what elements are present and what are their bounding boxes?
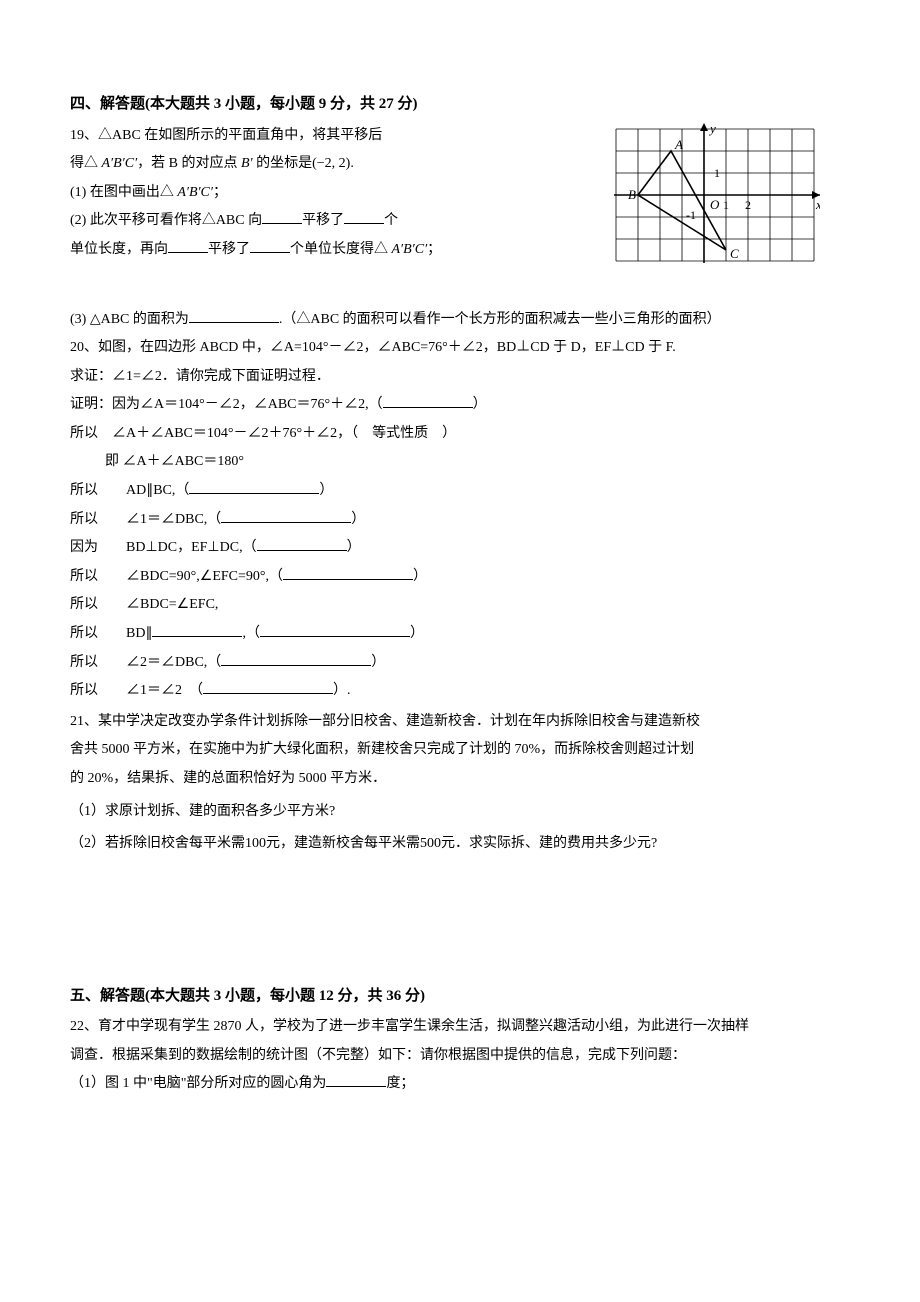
q19-part2-l2-post: ； (427, 242, 441, 257)
grid-svg: A B C Ox y 1 2 1 -1 (610, 123, 820, 273)
q21-p1: （1）求原计划拆、建的面积各多少平方米? (70, 799, 850, 826)
problem-20: 20、如图，在四边形 ABCD 中，∠A=104°－∠2，∠ABC=76°＋∠2… (70, 335, 850, 705)
q20-l13-pre: 所以 ∠1＝∠2 （ (70, 683, 203, 698)
q19-part2-post: 个 (384, 213, 398, 228)
q19-intro-l2-post: 的坐标是(−2, 2). (253, 156, 354, 171)
problem-22: 22、育才中学现有学生 2870 人，学校为了进一步丰富学生课余生活，拟调整兴趣… (70, 1014, 850, 1098)
blank-20-8 (203, 679, 333, 694)
q19-number: 19、 (70, 128, 98, 143)
q20-l10: 所以 ∠BDC=∠EFC, (70, 592, 850, 619)
q22-p1-post: 度； (386, 1076, 414, 1091)
q20-l9-post: ） (413, 569, 427, 584)
q20-l4: 所以 ∠A＋∠ABC＝104°－∠2＋76°＋∠2，（ 等式性质 ） (70, 421, 850, 448)
problem-19-text: 19、△ABC 在如图所示的平面直角中，将其平移后 得△ A′B′C′，若 B … (70, 123, 500, 264)
q19-part1-pre: (1) 在图中画出△ (70, 185, 177, 200)
q19-intro-l1: △ABC 在如图所示的平面直角中，将其平移后 (98, 128, 382, 143)
q20-l5: 即 ∠A＋∠ABC＝180° (70, 449, 850, 476)
blank-20-7 (221, 650, 371, 665)
q19-prime-3: A′B′C′ (392, 242, 428, 257)
q19-prime-1: A′B′C′ (102, 156, 138, 171)
q19-part2-pre: (2) 此次平移可看作将△ABC 向 (70, 213, 262, 228)
q19-prime-2: A′B′C′ (177, 185, 213, 200)
blank-20-6b (260, 622, 410, 637)
problem-21: 21、某中学决定改变办学条件计划拆除一部分旧校舍、建造新校舍．计划在年内拆除旧校… (70, 709, 850, 858)
blank-20-5 (283, 564, 413, 579)
blank-direction-1 (262, 209, 302, 224)
q20-l3: 证明：因为∠A＝104°－∠2，∠ABC＝76°＋∠2,（ (70, 397, 383, 412)
q19-part2-mid: 平移了 (302, 213, 344, 228)
q20-l12-pre: 所以 ∠2＝∠DBC,（ (70, 655, 221, 670)
q19-part3-pre: (3) △ABC 的面积为 (70, 312, 189, 327)
blank-22-1 (326, 1072, 386, 1087)
svg-text:2: 2 (745, 198, 751, 212)
q19-part1-post: ； (213, 185, 227, 200)
blank-units-1 (344, 209, 384, 224)
q20-l7-post: ） (351, 512, 365, 527)
q19-part2-l2-mid2: 个单位长度得△ (290, 242, 392, 257)
svg-text:C: C (730, 246, 739, 261)
q20-l11-mid: ,（ (242, 626, 260, 641)
svg-text:O: O (710, 197, 720, 212)
q19-part3-post: .（△ABC 的面积可以看作一个长方形的面积减去一些小三角形的面积） (279, 312, 721, 327)
blank-20-4 (257, 536, 347, 551)
blank-direction-2 (168, 237, 208, 252)
q20-l8-pre: 因为 BD⊥DC，EF⊥DC,（ (70, 540, 257, 555)
svg-text:1: 1 (714, 166, 720, 180)
svg-text:y: y (708, 123, 716, 136)
q21-l1: 21、某中学决定改变办学条件计划拆除一部分旧校舍、建造新校舍．计划在年内拆除旧校… (70, 709, 850, 736)
section-4-header: 四、解答题(本大题共 3 小题，每小题 9 分，共 27 分) (70, 90, 850, 119)
q20-l8-post: ） (347, 540, 361, 555)
q20-l11-pre: 所以 BD∥ (70, 626, 152, 641)
q20-l6-pre: 所以 AD∥BC,（ (70, 483, 189, 498)
q20-l6-post: ） (319, 483, 333, 498)
blank-20-2 (189, 479, 319, 494)
svg-text:1: 1 (723, 198, 729, 212)
q20-l2: 求证：∠1=∠2．请你完成下面证明过程． (70, 364, 850, 391)
blank-units-2 (250, 237, 290, 252)
blank-20-3 (221, 507, 351, 522)
q22-l2: 调查．根据采集到的数据绘制的统计图（不完整）如下：请你根据图中提供的信息，完成下… (70, 1043, 850, 1070)
q22-l1: 22、育才中学现有学生 2870 人，学校为了进一步丰富学生课余生活，拟调整兴趣… (70, 1014, 850, 1041)
q20-l7-pre: 所以 ∠1＝∠DBC,（ (70, 512, 221, 527)
q19-intro-l2-pre: 得△ (70, 156, 102, 171)
q20-l3-post: ） (473, 397, 487, 412)
q19-part2-l2-mid: 平移了 (208, 242, 250, 257)
q21-l2: 舍共 5000 平方米，在实施中为扩大绿化面积，新建校舍只完成了计划的 70%，… (70, 737, 850, 764)
q22-p1-pre: （1）图 1 中"电脑"部分所对应的圆心角为 (70, 1076, 326, 1091)
q20-l1: 20、如图，在四边形 ABCD 中，∠A=104°－∠2，∠ABC=76°＋∠2… (70, 335, 850, 362)
q19-bprime: B′ (241, 156, 253, 171)
blank-area (189, 307, 279, 322)
q20-l11-post: ） (410, 626, 424, 641)
q21-l3: 的 20%，结果拆、建的总面积恰好为 5000 平方米． (70, 766, 850, 793)
coordinate-grid-figure: A B C Ox y 1 2 1 -1 (610, 123, 820, 273)
problem-19: 19、△ABC 在如图所示的平面直角中，将其平移后 得△ A′B′C′，若 B … (70, 123, 850, 303)
svg-text:-1: -1 (686, 208, 696, 222)
svg-text:A: A (674, 137, 683, 152)
q19-part2-l2-pre: 单位长度，再向 (70, 242, 168, 257)
q19-intro-l2-mid: ，若 B 的对应点 (137, 156, 241, 171)
q20-l12-post: ） (371, 655, 385, 670)
q20-l13-post: ）. (333, 683, 351, 698)
svg-text:x: x (815, 197, 820, 212)
q21-p2: （2）若拆除旧校舍每平米需100元，建造新校舍每平米需500元．求实际拆、建的费… (70, 831, 850, 858)
blank-20-1 (383, 393, 473, 408)
svg-text:B: B (628, 187, 636, 202)
blank-20-6a (152, 622, 242, 637)
section-5-header: 五、解答题(本大题共 3 小题，每小题 12 分，共 36 分) (70, 982, 850, 1011)
q20-l9-pre: 所以 ∠BDC=90°,∠EFC=90°,（ (70, 569, 283, 584)
